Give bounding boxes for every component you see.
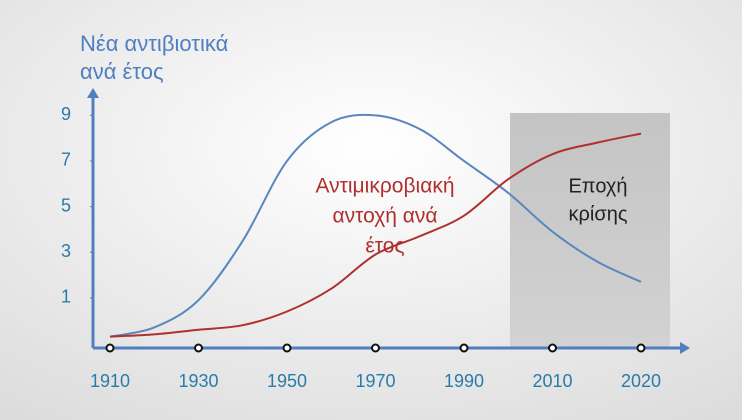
y-tick-label: 5 — [61, 195, 71, 215]
y-tick-label: 7 — [61, 150, 71, 170]
y-tick-label: 3 — [61, 241, 71, 261]
annotation: αντοχή ανά — [332, 205, 437, 228]
x-axis-arrow — [680, 342, 690, 354]
y-axis-title: ανά έτος — [80, 59, 164, 84]
y-axis-arrow — [87, 88, 99, 98]
crisis-shade — [510, 113, 670, 348]
x-tick-dot — [371, 343, 380, 353]
annotation: έτος — [365, 235, 404, 258]
y-tick-label: 1 — [61, 287, 71, 307]
x-tick-label: 1950 — [267, 371, 307, 391]
x-tick-label: 2010 — [532, 371, 572, 391]
x-tick-label: 1910 — [90, 371, 130, 391]
x-tick-dot — [105, 343, 115, 353]
annotation: Αντιμικροβιακή — [315, 175, 454, 198]
x-tick-dot — [459, 343, 469, 353]
annotation: κρίσης — [569, 203, 628, 225]
y-axis-title: Νέα αντιβιοτικά — [80, 31, 229, 56]
series-line — [109, 113, 642, 338]
x-tick-label: 2020 — [621, 371, 661, 391]
x-tick-label: 1970 — [355, 371, 395, 391]
x-tick-dot — [636, 343, 646, 353]
y-tick-label: 9 — [61, 104, 71, 124]
series-line — [109, 132, 642, 338]
x-tick-label: 1930 — [178, 371, 218, 391]
annotation: Εποχή — [568, 175, 627, 197]
x-tick-label: 1990 — [444, 371, 484, 391]
x-tick-dot — [282, 343, 292, 353]
x-tick-dot — [548, 343, 557, 353]
x-tick-dot — [194, 343, 203, 353]
